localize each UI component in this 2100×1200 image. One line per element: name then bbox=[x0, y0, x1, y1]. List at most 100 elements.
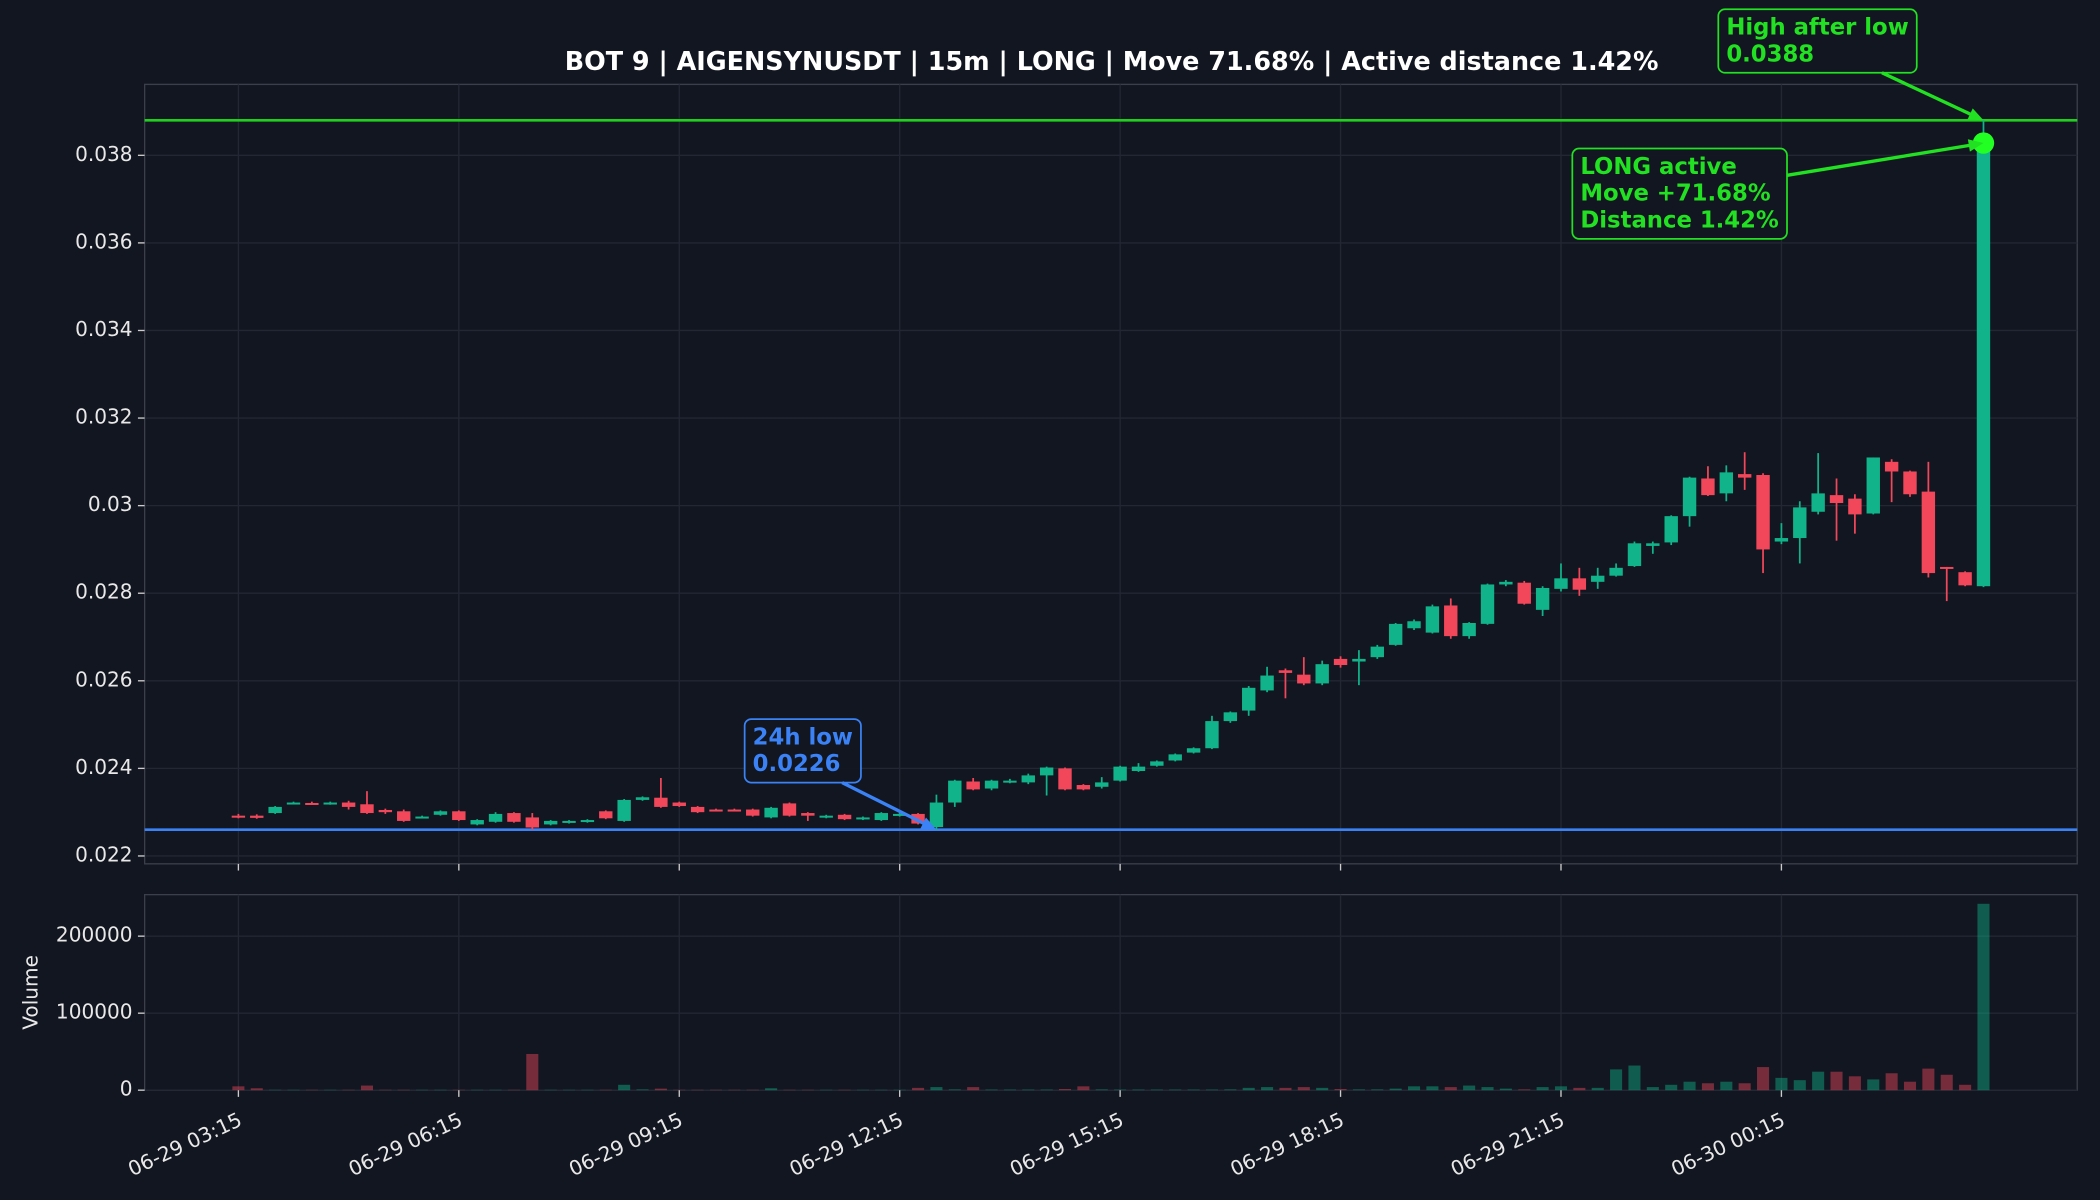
annotation-text: 0.0388 bbox=[1726, 41, 1814, 67]
candle-body bbox=[525, 817, 539, 828]
candle-body bbox=[1150, 761, 1164, 766]
candle-body bbox=[1297, 674, 1311, 684]
annotation-text: High after low bbox=[1726, 15, 1908, 41]
candle-body bbox=[1554, 578, 1568, 589]
volume-bar bbox=[1701, 1083, 1714, 1091]
y-tick-label: 0.028 bbox=[75, 580, 132, 604]
y-tick-label: 0.038 bbox=[75, 142, 132, 166]
candle-body bbox=[1260, 675, 1274, 691]
candle-body bbox=[1223, 712, 1238, 722]
candle-body bbox=[929, 802, 944, 828]
candle-body bbox=[672, 802, 686, 807]
candle-body bbox=[1517, 582, 1531, 604]
volume-bar bbox=[1499, 1088, 1512, 1091]
annotation-box bbox=[1571, 147, 1788, 240]
volume-bar bbox=[1903, 1081, 1917, 1091]
candle-body bbox=[837, 814, 852, 820]
candle-body bbox=[856, 817, 870, 820]
volume-bar bbox=[1205, 1089, 1218, 1091]
volume-bar bbox=[1536, 1087, 1549, 1091]
candle-body bbox=[654, 797, 668, 807]
candle-body bbox=[764, 807, 778, 818]
candle-body bbox=[690, 806, 705, 813]
volume-bar bbox=[1040, 1089, 1053, 1091]
candle-body bbox=[1003, 780, 1017, 783]
candle-body bbox=[819, 815, 833, 818]
volume-bar bbox=[1408, 1086, 1421, 1091]
annotation-box bbox=[743, 718, 862, 784]
candle-body bbox=[1976, 143, 1991, 587]
volume-bar bbox=[765, 1088, 778, 1091]
volume-bar bbox=[1316, 1087, 1329, 1091]
y-tick-label: 0.03 bbox=[88, 492, 133, 516]
candle-body bbox=[305, 802, 319, 805]
volume-bar bbox=[1187, 1089, 1200, 1091]
volume-bar bbox=[1463, 1085, 1476, 1091]
annotation-text: Move +71.68% bbox=[1580, 181, 1770, 207]
volume-bar bbox=[985, 1089, 998, 1091]
candle-body bbox=[1793, 507, 1807, 539]
volume-bar bbox=[1114, 1089, 1127, 1091]
candle-body bbox=[1756, 474, 1770, 550]
candle-body bbox=[1095, 782, 1109, 787]
volume-bar bbox=[967, 1087, 980, 1091]
candle-body bbox=[397, 811, 411, 821]
candle-body bbox=[1186, 748, 1201, 753]
candle-body bbox=[250, 815, 264, 818]
volume-bar bbox=[1022, 1089, 1035, 1091]
volume-bar bbox=[1885, 1073, 1898, 1091]
candle-body bbox=[1737, 474, 1752, 478]
volume-bar bbox=[1959, 1084, 1972, 1091]
candle-body bbox=[1921, 491, 1936, 574]
candle-body bbox=[1866, 457, 1880, 514]
candle-body bbox=[1480, 584, 1495, 624]
candle-body bbox=[1076, 785, 1091, 790]
volume-bar bbox=[1371, 1089, 1384, 1091]
annotation-arrowhead bbox=[1967, 139, 1984, 152]
volume-bar bbox=[1738, 1083, 1751, 1091]
candle-body bbox=[1352, 658, 1366, 662]
volume-bar bbox=[1665, 1084, 1678, 1091]
candle-body bbox=[1425, 606, 1440, 633]
annotation-box bbox=[1717, 8, 1918, 74]
candle-body bbox=[1039, 767, 1054, 776]
y-tick-label: 0.032 bbox=[75, 405, 132, 429]
candle-body bbox=[341, 802, 356, 807]
volume-bar bbox=[636, 1089, 649, 1091]
candle-body bbox=[1113, 766, 1127, 781]
candle-body bbox=[1958, 572, 1972, 586]
volume-bar bbox=[1977, 903, 1990, 1091]
volume-bar bbox=[1867, 1079, 1880, 1091]
candle-body bbox=[1884, 461, 1899, 472]
annotation-arrowhead bbox=[920, 817, 937, 830]
volume-bar bbox=[1940, 1074, 1953, 1091]
candle-body bbox=[1682, 477, 1697, 517]
candle-body bbox=[1131, 766, 1146, 772]
volume-bar bbox=[1150, 1089, 1163, 1091]
candle-body bbox=[1315, 664, 1329, 684]
candle-body bbox=[415, 816, 429, 819]
y-tick-label: 0 bbox=[120, 1077, 133, 1101]
candle-body bbox=[1535, 587, 1550, 610]
candle-body bbox=[1388, 623, 1403, 645]
candle-body bbox=[801, 813, 815, 816]
volume-bar bbox=[1646, 1087, 1659, 1091]
volume-bar bbox=[1444, 1087, 1457, 1091]
candle-body bbox=[1774, 538, 1789, 542]
volume-bar bbox=[360, 1085, 374, 1091]
volume-bar bbox=[1720, 1081, 1733, 1091]
volume-bar bbox=[1848, 1076, 1861, 1091]
volume-bar bbox=[1389, 1088, 1402, 1091]
candle-body bbox=[1591, 575, 1605, 582]
annotation-text: 0.0226 bbox=[753, 751, 841, 777]
volume-bar bbox=[1481, 1087, 1494, 1091]
volume-bar bbox=[1812, 1071, 1825, 1091]
y-tick-label: 200000 bbox=[56, 923, 133, 947]
candle-body bbox=[1903, 471, 1917, 495]
candle-body bbox=[1370, 646, 1384, 658]
volume-panel bbox=[143, 893, 2078, 1091]
